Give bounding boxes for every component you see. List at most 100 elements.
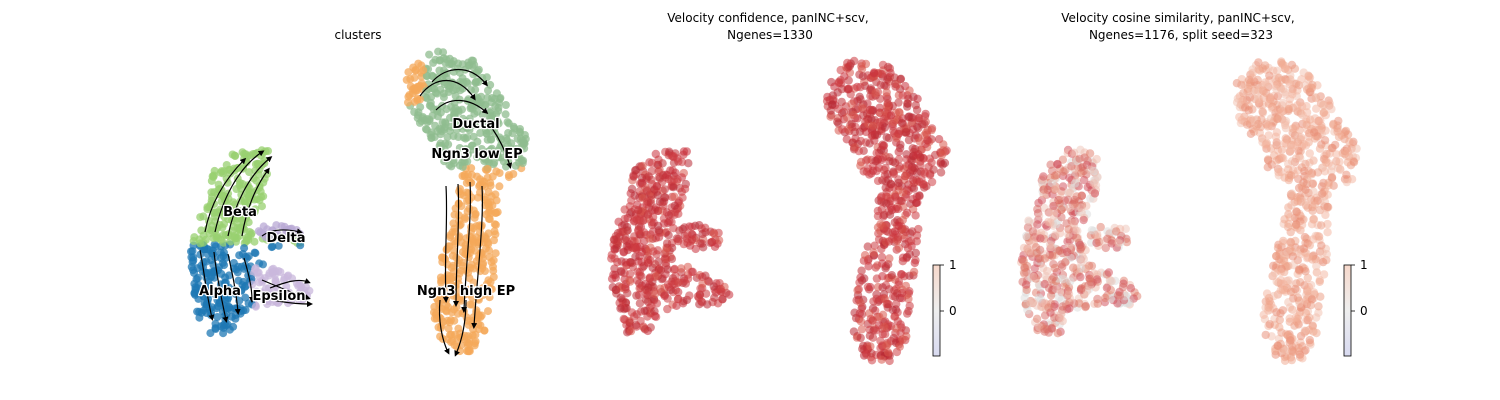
confidence-point — [828, 100, 837, 109]
confidence-point — [874, 235, 884, 244]
cluster-point — [442, 105, 451, 114]
cluster-point — [480, 154, 489, 163]
cosine-point — [1305, 73, 1315, 82]
confidence-point — [682, 147, 691, 156]
cosine-point — [1056, 192, 1065, 201]
cluster-point — [203, 205, 212, 214]
cluster-point — [250, 248, 259, 257]
cluster-point — [224, 293, 233, 302]
cluster-point — [515, 127, 524, 136]
confidence-point — [866, 342, 875, 351]
confidence-point — [620, 220, 629, 229]
confidence-point — [883, 99, 892, 108]
confidence-point — [660, 291, 669, 301]
cluster-point — [447, 150, 456, 159]
confidence-point — [891, 82, 900, 91]
cosine-point — [1309, 156, 1318, 165]
cluster-point — [432, 314, 441, 323]
cosine-point — [1044, 303, 1053, 312]
cosine-point — [1065, 203, 1075, 213]
cosine-point — [1328, 143, 1337, 153]
confidence-point — [670, 210, 679, 219]
cosine-point — [1052, 170, 1061, 180]
confidence-point — [837, 84, 847, 94]
cluster-point — [282, 282, 291, 291]
cluster-point — [464, 339, 473, 348]
cosine-point — [1302, 120, 1311, 129]
confidence-point — [834, 78, 843, 88]
cluster-point — [480, 232, 489, 241]
confidence-point — [862, 156, 871, 165]
cosine-point — [1051, 284, 1061, 294]
cosine-point — [1266, 114, 1276, 123]
confidence-point — [670, 192, 679, 201]
cosine-point — [1285, 79, 1295, 89]
cosine-point — [1064, 188, 1073, 197]
cluster-point — [481, 267, 489, 275]
cosine-point — [1284, 203, 1293, 212]
cosine-point — [1273, 243, 1283, 252]
confidence-point — [609, 235, 619, 244]
cosine-point — [1029, 236, 1038, 245]
cosine-point — [1030, 264, 1040, 273]
cosine-point — [1314, 302, 1323, 311]
cluster-point — [482, 129, 491, 138]
confidence-point — [662, 239, 672, 248]
cluster-point — [251, 302, 260, 311]
cluster-point — [480, 101, 489, 110]
cosine-point — [1032, 314, 1042, 323]
confidence-point — [880, 322, 889, 332]
cosine-point — [1021, 231, 1031, 241]
confidence-point — [894, 129, 903, 138]
velocity-streamline — [269, 278, 311, 289]
cosine-point — [1076, 272, 1085, 282]
cosine-point — [1057, 205, 1066, 214]
cosine-point — [1327, 104, 1336, 114]
confidence-point — [913, 168, 922, 177]
cluster-point — [228, 227, 237, 235]
cluster-point — [231, 314, 240, 323]
confidence-point — [879, 165, 889, 175]
cluster-point — [471, 78, 480, 87]
cosine-point — [1279, 280, 1289, 289]
cluster-point — [504, 141, 513, 150]
confidence-point — [878, 310, 888, 319]
cosine-point — [1294, 132, 1303, 141]
panel-title-clusters: clusters — [334, 28, 381, 42]
confidence-point — [662, 171, 672, 180]
cluster-point — [217, 269, 226, 278]
confidence-point — [654, 257, 663, 266]
cluster-point — [422, 125, 431, 134]
velocity-streamline — [241, 167, 270, 237]
cluster-point — [187, 253, 196, 262]
cosine-point — [1090, 189, 1100, 198]
cluster-point — [268, 242, 277, 251]
cluster-point — [195, 289, 204, 298]
cluster-point — [425, 50, 434, 59]
confidence-points — [607, 56, 951, 366]
confidence-point — [632, 244, 641, 253]
confidence-point — [877, 70, 887, 79]
cluster-point — [463, 316, 472, 325]
confidence-point — [865, 331, 875, 340]
cosine-point — [1115, 291, 1125, 300]
confidence-point — [887, 271, 896, 280]
cluster-point — [195, 313, 204, 322]
confidence-point — [877, 355, 886, 364]
confidence-point — [680, 276, 689, 286]
cosine-point — [1291, 220, 1301, 230]
confidence-point — [904, 237, 913, 246]
cosine-point — [1334, 132, 1344, 142]
confidence-point — [650, 289, 660, 299]
cluster-point — [434, 285, 443, 294]
cluster-point — [455, 256, 463, 264]
cosine-point — [1104, 268, 1114, 277]
confidence-point — [613, 257, 622, 267]
cosine-point — [1032, 248, 1041, 258]
cluster-point — [232, 214, 241, 223]
confidence-point — [663, 304, 672, 314]
confidence-point — [867, 356, 877, 365]
cluster-point — [495, 133, 504, 142]
cluster-point — [492, 150, 501, 159]
confidence-point — [898, 91, 907, 100]
